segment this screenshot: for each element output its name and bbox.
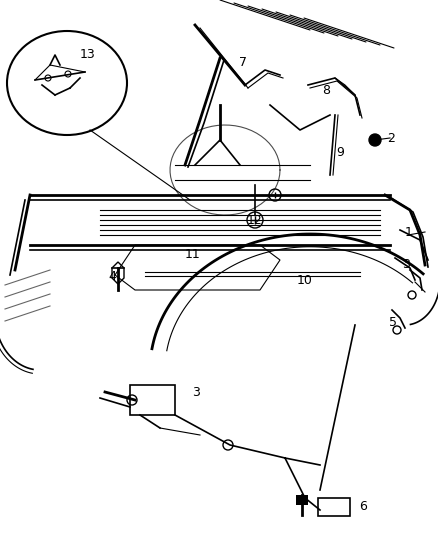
Text: 2: 2 xyxy=(387,132,395,144)
Text: 11: 11 xyxy=(185,248,201,262)
Text: 12: 12 xyxy=(247,214,263,227)
Text: 10: 10 xyxy=(297,273,313,287)
Text: 5: 5 xyxy=(389,316,397,328)
Text: 13: 13 xyxy=(80,49,96,61)
Text: 7: 7 xyxy=(239,55,247,69)
Text: 4: 4 xyxy=(108,271,116,284)
Text: 6: 6 xyxy=(359,499,367,513)
Text: 8: 8 xyxy=(322,84,330,96)
Polygon shape xyxy=(296,495,308,505)
Text: 3: 3 xyxy=(192,386,200,400)
Text: 1: 1 xyxy=(405,225,413,238)
Text: 9: 9 xyxy=(336,146,344,158)
Circle shape xyxy=(369,134,381,146)
Text: 3: 3 xyxy=(402,259,410,271)
